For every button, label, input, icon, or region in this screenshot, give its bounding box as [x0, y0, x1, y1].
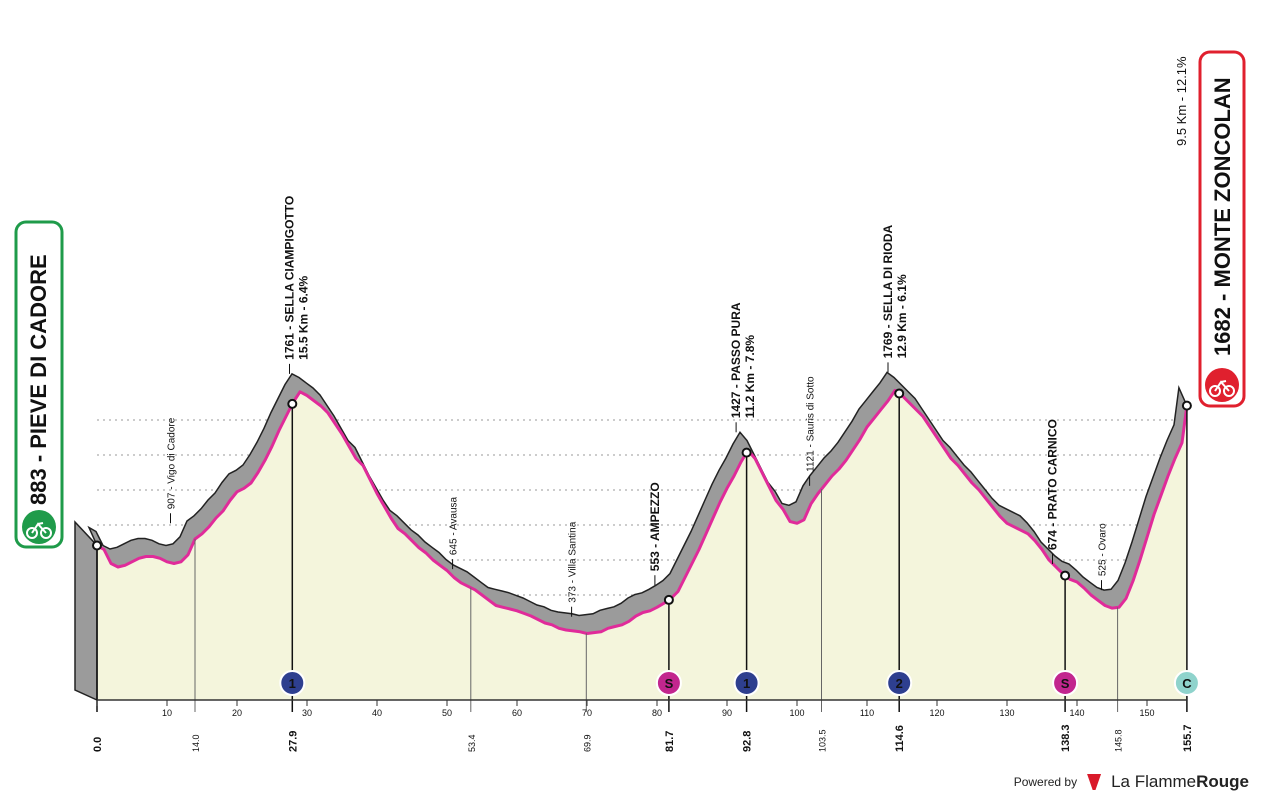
- finish-climb-label: 9.5 Km - 12.1%: [1174, 56, 1189, 146]
- finish-icon-symbol: C: [1182, 676, 1192, 691]
- km-marker-dot: [1060, 570, 1071, 581]
- place-label: 373 - Villa Santina: [568, 521, 579, 602]
- km-marker-dot: [92, 540, 102, 551]
- place-label: 1121 - Sauris di Sotto: [806, 376, 817, 472]
- km-label: 103.5: [818, 729, 828, 752]
- kom-icon-symbol: 1: [743, 676, 750, 691]
- kom-icon: [279, 670, 306, 696]
- finish-bike-icon: [1209, 380, 1235, 397]
- finish-banner: 1682 - MONTE ZONCOLAN 9.5 Km - 12.1%: [1174, 50, 1246, 408]
- x-tick-label: 60: [512, 708, 522, 718]
- km-marker-dot: [894, 388, 905, 399]
- km-label: 92.8: [742, 731, 754, 752]
- sprint-icon-symbol: S: [1061, 676, 1070, 691]
- place-label: 1761 - SELLA CIAMPIGOTTO: [283, 196, 297, 360]
- km-label: 114.6: [894, 725, 906, 752]
- sprint-icon-symbol: S: [665, 676, 674, 691]
- km-label: 0.0: [92, 737, 104, 752]
- km-label: 155.7: [1182, 724, 1194, 752]
- finish-label: 1682 - MONTE ZONCOLAN: [1210, 77, 1235, 356]
- powered-by-text: Powered by: [1013, 775, 1078, 789]
- footer: Powered by La FlammeRouge: [1014, 772, 1249, 792]
- start-label: 883 - PIEVE DI CADORE: [26, 254, 51, 505]
- x-tick-label: 150: [1139, 708, 1154, 718]
- kom-icon-symbol: 2: [896, 676, 903, 691]
- profile-fill: [97, 390, 1187, 700]
- start-cyclist-icon: [22, 510, 56, 544]
- sprint-icon: [655, 670, 682, 696]
- km-label: 145.8: [1114, 729, 1124, 752]
- km-marker-dot: [287, 398, 298, 409]
- x-tick-label: 20: [232, 708, 242, 718]
- x-tick-label: 90: [722, 708, 732, 718]
- place-label: 907 - Vigo di Cadore: [167, 417, 178, 509]
- km-label: 14.0: [191, 734, 201, 752]
- place-label: 1427 - PASSO PURA: [729, 302, 743, 418]
- x-axis: 10 20 30 40 50 60 70 80 90 100 110 120 130 140 150 0.0 1…: [92, 699, 1194, 752]
- profile-markers: 1 S 1 2 S C: [92, 388, 1200, 712]
- climb-stats-label: 11.2 Km - 7.8%: [743, 335, 757, 419]
- finish-cyclist-icon: [1205, 368, 1239, 402]
- x-tick-label: 10: [162, 708, 172, 718]
- place-label: 553 - AMPEZZO: [648, 482, 662, 571]
- start-banner: 883 - PIEVE DI CADORE: [14, 220, 64, 549]
- place-label: 645 - Avausa: [449, 496, 460, 555]
- km-label: 138.3: [1060, 724, 1072, 752]
- x-tick-label: 110: [860, 708, 874, 718]
- x-tick-label: 30: [302, 708, 312, 718]
- km-marker-dot: [663, 594, 674, 605]
- climb-stats-label: 12.9 Km - 6.1%: [895, 274, 909, 358]
- place-labels: 907 - Vigo di Cadore 1761 - SELLA CIAMPIG…: [167, 196, 1109, 617]
- place-label: 674 - PRATO CARNICO: [1046, 419, 1060, 550]
- km-label: 53.4: [467, 734, 477, 752]
- x-tick-label: 130: [999, 708, 1014, 718]
- kom-icon: [733, 670, 760, 696]
- place-label: 1769 - SELLA DI RIODA: [881, 225, 895, 359]
- start-bike-icon: [26, 522, 52, 539]
- km-label: 27.9: [287, 731, 299, 752]
- brand-part-a: La Flamme: [1111, 772, 1197, 791]
- x-tick-label: 70: [582, 708, 592, 718]
- x-tick-label: 50: [442, 708, 452, 718]
- profile-area: [74, 371, 1189, 702]
- sprint-icon: [1052, 670, 1079, 696]
- x-tick-label: 40: [372, 708, 382, 718]
- kom-icon: [886, 670, 913, 696]
- climb-stats-label: 15.5 Km - 6.4%: [297, 275, 311, 359]
- brand-part-b: Rouge: [1196, 772, 1249, 791]
- kom-icon-symbol: 1: [289, 676, 296, 691]
- km-marker-dot: [1181, 400, 1192, 411]
- x-tick-label: 80: [652, 708, 662, 718]
- km-marker-dot: [741, 447, 752, 458]
- x-tick-label: 100: [789, 708, 804, 718]
- brand-name: La FlammeRouge: [1111, 772, 1249, 792]
- x-tick-label: 120: [929, 708, 944, 718]
- km-label: 69.9: [582, 734, 592, 752]
- x-tick-label: 140: [1069, 708, 1084, 718]
- place-label: 525 - Ovaro: [1098, 523, 1109, 576]
- finish-icon: [1173, 670, 1200, 696]
- km-label: 81.7: [664, 731, 676, 752]
- road-line: [96, 388, 1189, 635]
- flame-logo-icon: [1087, 774, 1102, 790]
